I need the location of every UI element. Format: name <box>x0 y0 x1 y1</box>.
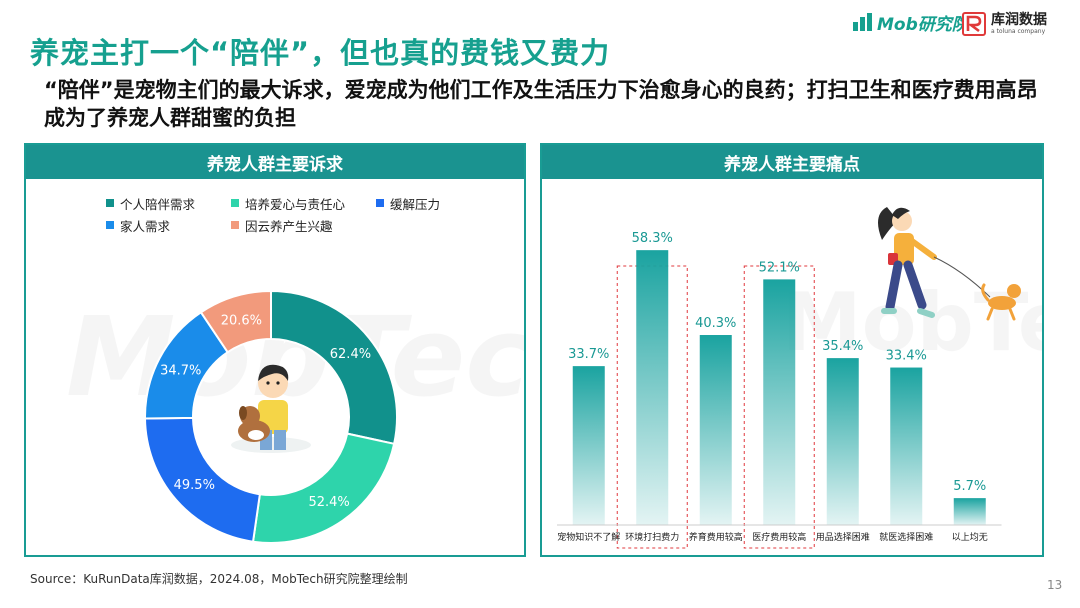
kurun-logo-text: 库润数据 <box>991 11 1047 28</box>
donut-slice <box>251 432 396 544</box>
category-label: 养育费用较高 <box>689 531 743 543</box>
donut-chart: MobTech 袤博62.4%52.4%49.5%34.7%20.6% <box>66 289 524 544</box>
category-label: 环境打扫费力 <box>625 531 679 543</box>
category-label: 就医选择困难 <box>879 531 933 543</box>
legend-label: 个人陪伴需求 <box>120 196 196 212</box>
bar <box>826 358 859 525</box>
page-title: 养宠主打一个“陪伴”，但也真的费钱又费力 <box>30 36 611 70</box>
category-label: 宠物知识不了解 <box>557 531 620 543</box>
legend-swatch <box>106 199 114 207</box>
donut-value-label: 52.4% <box>308 495 349 510</box>
donut-value-label: 49.5% <box>174 478 215 493</box>
legend-swatch <box>231 221 239 229</box>
donut-value-label: 62.4% <box>330 347 371 362</box>
boy-with-dog-illustration <box>231 364 311 453</box>
legend-label: 家人需求 <box>120 218 171 234</box>
bar-chart: MobTech 袤博 33.7% 宠物知识不了解 58.3% 环境打扫费力 40.3% 养育… <box>557 207 1042 549</box>
bar-value-label: 33.4% <box>886 349 927 364</box>
kurun-logo: 库润数据 a toluna company <box>962 10 1047 38</box>
bar-value-label: 5.7% <box>953 479 986 494</box>
bar-value-label: 40.3% <box>695 316 736 331</box>
legend-item: 培养爱心与责任心 <box>231 195 376 212</box>
kurun-logo-tagline: a toluna company <box>991 27 1046 35</box>
woman-walking-dog-illustration <box>878 207 1021 321</box>
demands-panel: 养宠人群主要诉求 MobTech 袤博62.4%52.4%49.5%34.7%2… <box>24 143 526 557</box>
page-subtitle: “陪伴”是宠物主们的最大诉求，爱宠成为他们工作及生活压力下治愈身心的良药；打扫卫… <box>44 78 1038 130</box>
legend-item: 个人陪伴需求 <box>106 195 231 212</box>
bar <box>699 335 732 525</box>
kurun-logo-icon <box>962 12 986 36</box>
bar-value-label: 52.1% <box>759 260 800 275</box>
demands-panel-title: 养宠人群主要诉求 <box>26 145 524 179</box>
page-number: 13 <box>1047 578 1063 592</box>
legend-item: 缓解压力 <box>376 195 466 212</box>
category-label: 医疗费用较高 <box>752 531 806 543</box>
legend-label: 培养爱心与责任心 <box>245 196 346 212</box>
legend-item: 因云养产生兴趣 <box>231 217 376 234</box>
bar-value-label: 35.4% <box>822 339 863 354</box>
donut-slice <box>199 289 272 354</box>
bar <box>953 498 986 525</box>
bar <box>890 367 923 525</box>
bar-value-label: 33.7% <box>568 347 609 362</box>
mob-logo-icon <box>853 13 872 31</box>
category-label: 用品选择困难 <box>816 531 870 543</box>
source-note: Source：KuRunData库润数据，2024.08，MobTech研究院整… <box>30 572 408 586</box>
legend-swatch <box>231 199 239 207</box>
legend-swatch <box>106 221 114 229</box>
bar-value-label: 58.3% <box>632 231 673 246</box>
mob-logo-text: Mob研究院 <box>877 14 969 35</box>
pain-points-panel: 养宠人群主要痛点 MobTech 袤博 33.7% 宠物知识不了解 58.3% 环境打扫… <box>540 143 1044 557</box>
mob-logo: Mob研究院 <box>852 10 969 35</box>
legend-swatch <box>376 199 384 207</box>
pain-points-panel-title: 养宠人群主要痛点 <box>542 145 1042 179</box>
donut-value-label: 20.6% <box>221 313 262 328</box>
legend-label: 缓解压力 <box>390 196 441 212</box>
bar <box>763 279 796 525</box>
highlight-box <box>743 265 815 549</box>
donut-value-label: 34.7% <box>160 363 201 378</box>
donut-legend: 个人陪伴需求 培养爱心与责任心 缓解压力家人需求 因云养产生兴趣 <box>106 195 466 234</box>
legend-label: 因云养产生兴趣 <box>245 218 333 234</box>
category-label: 以上均无 <box>952 531 988 543</box>
bar <box>572 366 605 525</box>
watermark-text: MobTech 袤博 <box>782 276 1042 369</box>
donut-slice <box>270 289 398 446</box>
highlight-box <box>616 265 688 549</box>
legend-item: 家人需求 <box>106 217 231 234</box>
bar <box>636 250 669 525</box>
